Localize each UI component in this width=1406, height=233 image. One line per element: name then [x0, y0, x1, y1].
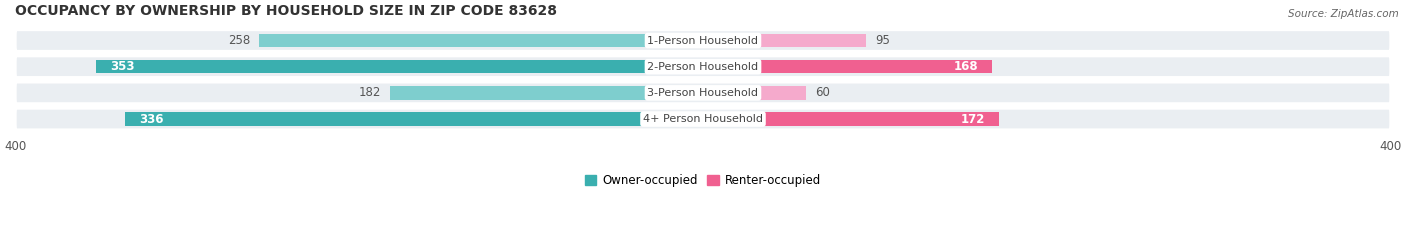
Text: 2-Person Household: 2-Person Household — [647, 62, 759, 72]
Bar — [260, 34, 703, 47]
Text: OCCUPANCY BY OWNERSHIP BY HOUSEHOLD SIZE IN ZIP CODE 83628: OCCUPANCY BY OWNERSHIP BY HOUSEHOLD SIZE… — [15, 4, 557, 18]
Text: 172: 172 — [960, 113, 986, 126]
Bar — [703, 86, 806, 100]
Text: 95: 95 — [875, 34, 890, 47]
Text: 353: 353 — [110, 60, 135, 73]
Bar — [125, 112, 703, 126]
FancyBboxPatch shape — [15, 30, 1391, 51]
Bar — [703, 60, 991, 73]
FancyBboxPatch shape — [15, 108, 1391, 130]
Bar — [703, 112, 998, 126]
Text: 60: 60 — [814, 86, 830, 99]
Legend: Owner-occupied, Renter-occupied: Owner-occupied, Renter-occupied — [579, 170, 827, 192]
Bar — [703, 34, 866, 47]
Text: 1-Person Household: 1-Person Household — [648, 35, 758, 45]
Text: 3-Person Household: 3-Person Household — [648, 88, 758, 98]
Text: 4+ Person Household: 4+ Person Household — [643, 114, 763, 124]
FancyBboxPatch shape — [15, 56, 1391, 77]
Text: 182: 182 — [359, 86, 381, 99]
Text: 168: 168 — [953, 60, 979, 73]
Text: Source: ZipAtlas.com: Source: ZipAtlas.com — [1288, 9, 1399, 19]
Text: 258: 258 — [229, 34, 250, 47]
FancyBboxPatch shape — [15, 82, 1391, 104]
Text: 336: 336 — [139, 113, 163, 126]
Bar — [96, 60, 703, 73]
Bar — [389, 86, 703, 100]
